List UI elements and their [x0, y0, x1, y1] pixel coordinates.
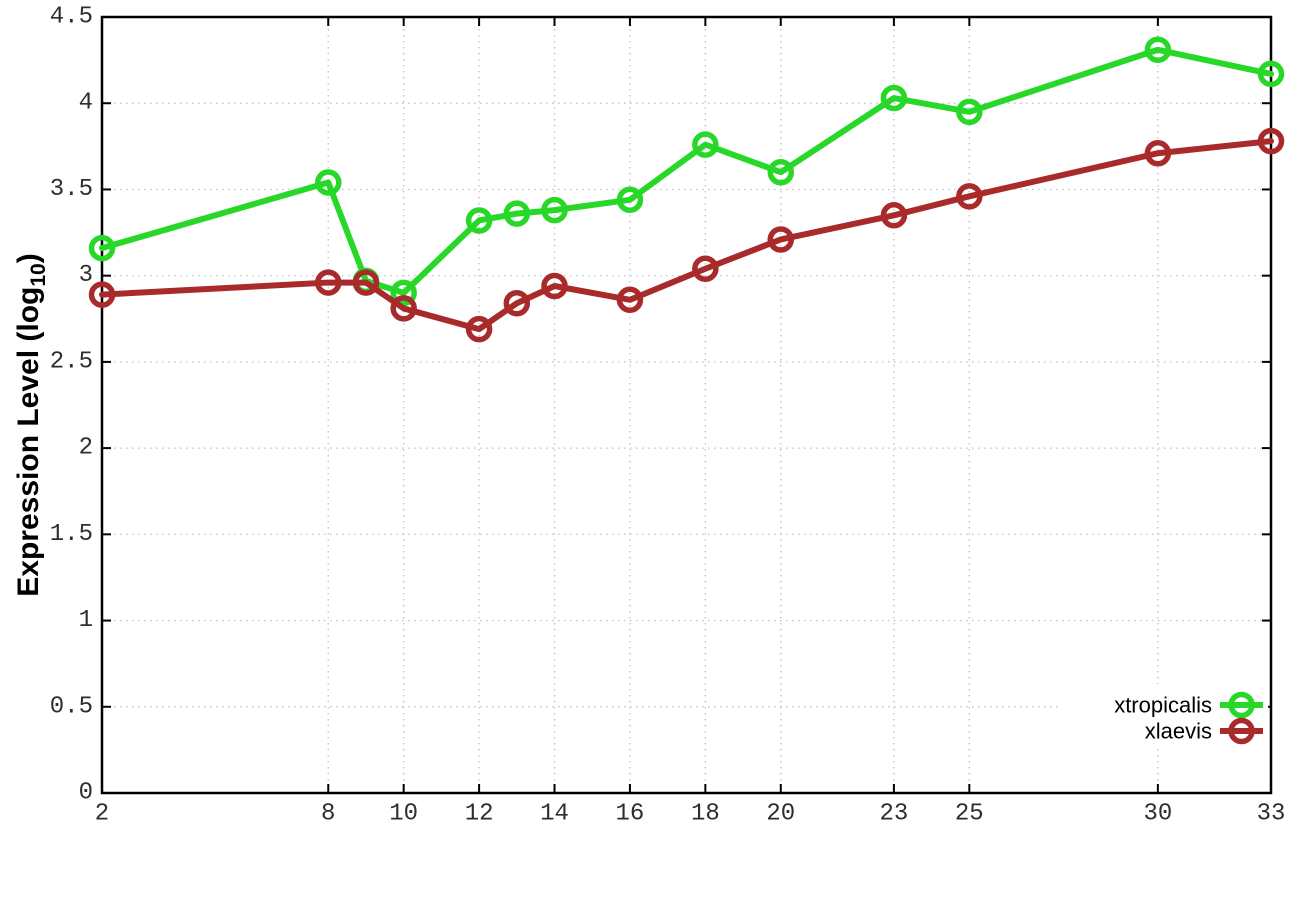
series-xlaevis-point — [503, 290, 531, 317]
series-xtropicalis-point — [541, 196, 568, 224]
series-xtropicalis-point — [1257, 60, 1285, 88]
series-xtropicalis-point — [503, 200, 531, 227]
series-xlaevis-point — [390, 295, 417, 322]
y-tick-label: 4 — [79, 90, 93, 117]
series-xtropicalis-point — [88, 234, 116, 262]
x-tick-label: 12 — [465, 801, 494, 828]
y-tick-label: 3 — [79, 262, 93, 289]
x-tick-label: 8 — [321, 801, 335, 828]
series-xlaevis-point — [465, 315, 493, 343]
legend-sample-marker-xlaevis — [1228, 717, 1255, 745]
legend-label-xlaevis: xlaevis — [1145, 719, 1212, 744]
series-xtropicalis-point — [956, 98, 983, 126]
y-tick-label: 2.5 — [50, 348, 93, 375]
series-xtropicalis-point — [767, 158, 795, 186]
series-xlaevis-point — [315, 269, 342, 296]
x-tick-label: 25 — [955, 801, 984, 828]
series-xlaevis-point — [1144, 139, 1172, 167]
series-xlaevis-point — [956, 183, 983, 210]
x-tick-label: 33 — [1257, 801, 1286, 828]
x-tick-label: 20 — [766, 801, 795, 828]
x-tick-label: 14 — [540, 801, 569, 828]
series-xtropicalis-point — [880, 84, 908, 112]
series-xlaevis-point — [692, 255, 719, 283]
x-tick-label: 10 — [389, 801, 418, 828]
y-tick-label: 2 — [79, 435, 93, 462]
x-tick-label: 16 — [616, 801, 645, 828]
series-xtropicalis-point — [1144, 36, 1172, 64]
series-xlaevis-point — [88, 281, 116, 308]
series-xlaevis-point — [767, 226, 795, 253]
series-xlaevis-point — [616, 286, 644, 314]
x-tick-label: 18 — [691, 801, 720, 828]
series-xlaevis-point — [352, 269, 380, 296]
legend-sample-marker-xtropicalis — [1228, 691, 1255, 719]
y-tick-label: 3.5 — [50, 176, 93, 203]
series-xtropicalis-point — [692, 131, 719, 158]
series-xlaevis-point — [1257, 127, 1285, 155]
y-tick-label: 4.5 — [50, 4, 93, 31]
legend-label-xtropicalis: xtropicalis — [1114, 693, 1212, 718]
y-tick-label: 0.5 — [50, 693, 93, 720]
series-xtropicalis-point — [390, 279, 417, 307]
series-xtropicalis-point — [315, 169, 342, 196]
x-tick-label: 23 — [879, 801, 908, 828]
y-tick-label: 0 — [79, 780, 93, 807]
series-xtropicalis-point — [465, 207, 493, 234]
plot-border — [100, 15, 1273, 795]
y-tick-label: 1.5 — [50, 521, 93, 548]
series-xlaevis-point — [541, 272, 568, 300]
y-tick-label: 1 — [79, 607, 93, 634]
series-xtropicalis-point — [616, 186, 644, 214]
series-xlaevis-point — [880, 202, 908, 229]
x-tick-label: 30 — [1143, 801, 1172, 828]
y-axis-title: Expression Level (log10) — [12, 253, 50, 596]
x-tick-label: 2 — [95, 801, 109, 828]
